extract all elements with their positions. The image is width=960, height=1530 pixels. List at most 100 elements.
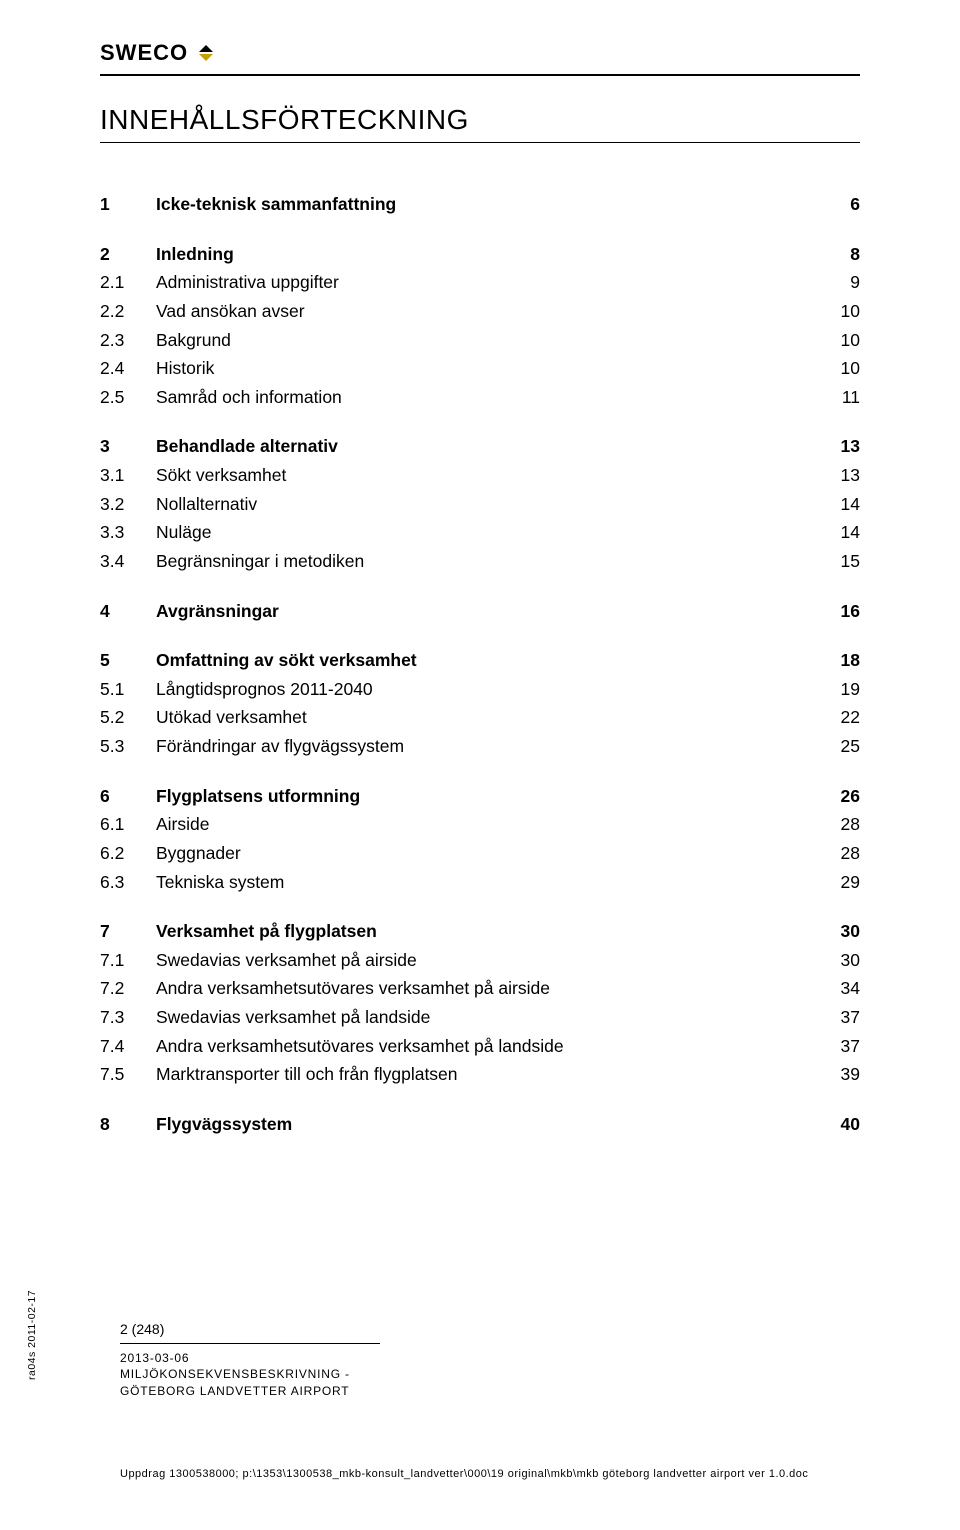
toc-entry[interactable]: 3.3Nuläge14 [100, 521, 860, 545]
toc-entry-page: 26 [820, 785, 860, 809]
toc-entry-number: 5.3 [100, 735, 156, 759]
toc-entry[interactable]: 2.2Vad ansökan avser10 [100, 300, 860, 324]
toc-entry[interactable]: 2Inledning8 [100, 243, 860, 267]
toc-entry-page: 8 [820, 243, 860, 267]
toc-section: 8Flygvägssystem40 [100, 1113, 860, 1137]
page-indicator: 2 (248) [120, 1321, 380, 1337]
toc-entry-label: Nuläge [156, 521, 820, 545]
toc-entry-label: Inledning [156, 243, 820, 267]
toc-entry[interactable]: 6Flygplatsens utformning26 [100, 785, 860, 809]
toc-entry-number: 3.1 [100, 464, 156, 488]
toc-entry-label: Swedavias verksamhet på landside [156, 1006, 820, 1030]
toc-entry-label: Avgränsningar [156, 600, 820, 624]
toc-entry-number: 7 [100, 920, 156, 944]
toc-entry-label: Andra verksamhetsutövares verksamhet på … [156, 1035, 820, 1059]
toc-entry-label: Samråd och information [156, 386, 820, 410]
toc-entry-number: 2.5 [100, 386, 156, 410]
toc-entry-number: 6 [100, 785, 156, 809]
toc-entry-label: Begränsningar i metodiken [156, 550, 820, 574]
toc-entry-number: 7.4 [100, 1035, 156, 1059]
toc-entry[interactable]: 7.2Andra verksamhetsutövares verksamhet … [100, 977, 860, 1001]
toc-entry-number: 6.3 [100, 871, 156, 895]
toc-entry-number: 2.4 [100, 357, 156, 381]
toc-entry-number: 7.2 [100, 977, 156, 1001]
table-of-contents: 1Icke-teknisk sammanfattning62Inledning8… [100, 193, 860, 1137]
footer-block: 2 (248) 2013-03-06 MILJÖKONSEKVENSBESKRI… [120, 1321, 380, 1400]
toc-entry-label: Administrativa uppgifter [156, 271, 820, 295]
toc-entry[interactable]: 5.2Utökad verksamhet22 [100, 706, 860, 730]
toc-entry-number: 7.3 [100, 1006, 156, 1030]
toc-section: 3Behandlade alternativ133.1Sökt verksamh… [100, 435, 860, 573]
document-page: SWECO INNEHÅLLSFÖRTECKNING 1Icke-teknisk… [0, 0, 960, 1530]
toc-entry-number: 3 [100, 435, 156, 459]
toc-entry-page: 13 [820, 435, 860, 459]
toc-entry-number: 2.1 [100, 271, 156, 295]
toc-entry[interactable]: 7Verksamhet på flygplatsen30 [100, 920, 860, 944]
toc-entry-page: 10 [820, 329, 860, 353]
toc-entry-page: 39 [820, 1063, 860, 1087]
toc-entry[interactable]: 6.1Airside28 [100, 813, 860, 837]
toc-entry[interactable]: 5.1Långtidsprognos 2011-204019 [100, 678, 860, 702]
toc-entry-label: Icke-teknisk sammanfattning [156, 193, 820, 217]
toc-entry[interactable]: 2.1Administrativa uppgifter9 [100, 271, 860, 295]
toc-entry-number: 6.2 [100, 842, 156, 866]
toc-entry-page: 40 [820, 1113, 860, 1137]
toc-entry-number: 3.3 [100, 521, 156, 545]
toc-entry-label: Marktransporter till och från flygplatse… [156, 1063, 820, 1087]
toc-entry-page: 18 [820, 649, 860, 673]
toc-entry-page: 13 [820, 464, 860, 488]
toc-entry[interactable]: 4Avgränsningar16 [100, 600, 860, 624]
toc-entry[interactable]: 2.5Samråd och information11 [100, 386, 860, 410]
toc-entry[interactable]: 3.1Sökt verksamhet13 [100, 464, 860, 488]
toc-entry-page: 6 [820, 193, 860, 217]
toc-entry-label: Bakgrund [156, 329, 820, 353]
toc-entry[interactable]: 7.5Marktransporter till och från flygpla… [100, 1063, 860, 1087]
toc-entry[interactable]: 2.3Bakgrund10 [100, 329, 860, 353]
toc-entry-page: 25 [820, 735, 860, 759]
footer-meta-line2: GÖTEBORG LANDVETTER AIRPORT [120, 1383, 380, 1400]
toc-entry[interactable]: 6.2Byggnader28 [100, 842, 860, 866]
footer-date: 2013-03-06 [120, 1350, 380, 1367]
toc-entry-label: Flygvägssystem [156, 1113, 820, 1137]
toc-entry-number: 3.4 [100, 550, 156, 574]
toc-entry-page: 37 [820, 1035, 860, 1059]
toc-entry-label: Flygplatsens utformning [156, 785, 820, 809]
toc-entry[interactable]: 2.4Historik10 [100, 357, 860, 381]
toc-entry-page: 10 [820, 357, 860, 381]
toc-entry[interactable]: 5Omfattning av sökt verksamhet18 [100, 649, 860, 673]
toc-entry-number: 8 [100, 1113, 156, 1137]
toc-entry[interactable]: 3Behandlade alternativ13 [100, 435, 860, 459]
sweco-logo-icon [194, 41, 218, 65]
toc-section: 7Verksamhet på flygplatsen307.1Swedavias… [100, 920, 860, 1087]
toc-entry[interactable]: 3.4Begränsningar i metodiken15 [100, 550, 860, 574]
toc-entry-number: 7.5 [100, 1063, 156, 1087]
toc-entry[interactable]: 7.3Swedavias verksamhet på landside37 [100, 1006, 860, 1030]
toc-entry[interactable]: 8Flygvägssystem40 [100, 1113, 860, 1137]
footer-meta-line1: MILJÖKONSEKVENSBESKRIVNING - [120, 1366, 380, 1383]
toc-entry[interactable]: 1Icke-teknisk sammanfattning6 [100, 193, 860, 217]
toc-entry-label: Tekniska system [156, 871, 820, 895]
toc-entry-number: 5.1 [100, 678, 156, 702]
toc-entry[interactable]: 7.4Andra verksamhetsutövares verksamhet … [100, 1035, 860, 1059]
toc-entry-page: 14 [820, 521, 860, 545]
toc-entry-number: 3.2 [100, 493, 156, 517]
toc-entry-label: Behandlade alternativ [156, 435, 820, 459]
header-divider [100, 74, 860, 76]
toc-entry-page: 28 [820, 842, 860, 866]
toc-entry-label: Airside [156, 813, 820, 837]
toc-entry-label: Andra verksamhetsutövares verksamhet på … [156, 977, 820, 1001]
toc-entry-label: Sökt verksamhet [156, 464, 820, 488]
toc-entry-number: 2.2 [100, 300, 156, 324]
toc-entry[interactable]: 7.1Swedavias verksamhet på airside30 [100, 949, 860, 973]
toc-entry-label: Historik [156, 357, 820, 381]
toc-entry-label: Vad ansökan avser [156, 300, 820, 324]
toc-entry-number: 2 [100, 243, 156, 267]
toc-entry-label: Verksamhet på flygplatsen [156, 920, 820, 944]
toc-entry-page: 15 [820, 550, 860, 574]
toc-entry-page: 30 [820, 920, 860, 944]
toc-entry-number: 7.1 [100, 949, 156, 973]
toc-entry-page: 16 [820, 600, 860, 624]
toc-entry[interactable]: 6.3Tekniska system29 [100, 871, 860, 895]
toc-entry[interactable]: 3.2Nollalternativ14 [100, 493, 860, 517]
toc-entry[interactable]: 5.3Förändringar av flygvägssystem25 [100, 735, 860, 759]
